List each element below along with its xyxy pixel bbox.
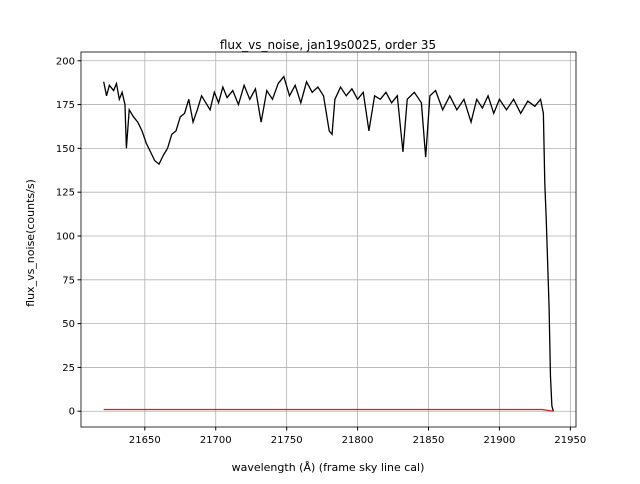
x-tick-label: 21950	[554, 435, 586, 446]
plot-frame	[80, 51, 577, 428]
y-tick-label: 100	[56, 231, 75, 242]
chart-title: flux_vs_noise, jan19s0025, order 35	[220, 38, 436, 52]
y-tick-label: 175	[56, 100, 75, 111]
y-tick-label: 75	[62, 275, 75, 286]
data-line	[103, 75, 554, 412]
y-tick-label: 125	[56, 188, 75, 199]
y-axis-label: flux_vs_noise(counts/s)	[24, 179, 37, 307]
x-tick-label: 21650	[129, 435, 161, 446]
x-axis-label: wavelength (Å) (frame sky line cal)	[232, 461, 425, 474]
x-tick-label: 21900	[484, 435, 516, 446]
data-line	[103, 408, 554, 412]
y-tick-label: 50	[62, 319, 75, 330]
x-tick-label: 21800	[342, 435, 374, 446]
x-tick-label: 21750	[271, 435, 303, 446]
y-tick-label: 150	[56, 144, 75, 155]
y-tick-label: 200	[56, 56, 75, 67]
y-tick-label: 0	[69, 407, 75, 418]
x-tick-label: 21700	[200, 435, 232, 446]
y-tick-label: 25	[62, 363, 75, 374]
x-tick-label: 21850	[413, 435, 445, 446]
